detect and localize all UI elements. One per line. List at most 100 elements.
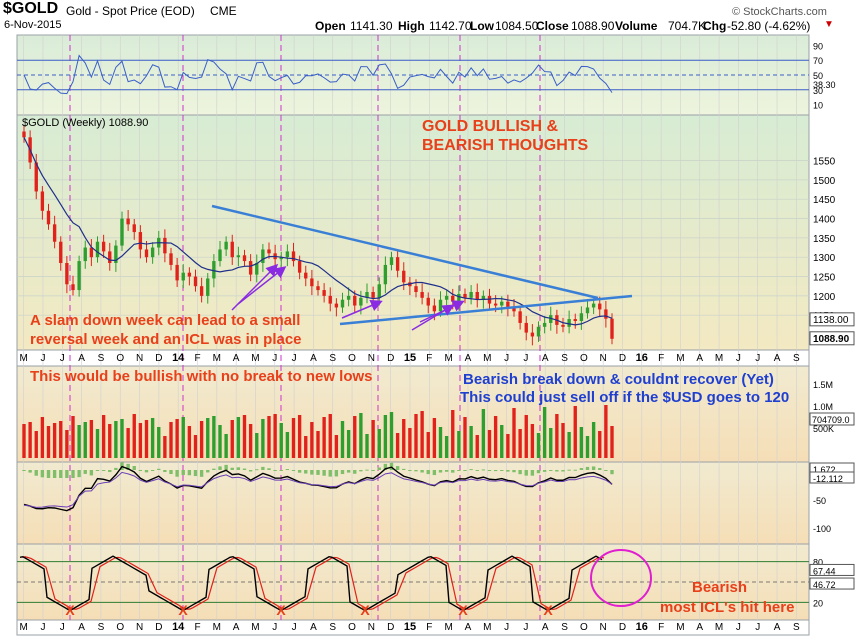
macd-histogram-bar (316, 470, 320, 475)
candle-body (108, 251, 112, 263)
volume-bar (432, 418, 437, 458)
candle-body (334, 303, 339, 308)
candle-body (524, 322, 528, 333)
macd-histogram-bar (549, 470, 553, 471)
macd-histogram-bar (34, 470, 38, 476)
macd-histogram-bar (28, 470, 32, 473)
volume-bar (206, 418, 210, 458)
candle-body (426, 297, 430, 306)
candle-body (598, 303, 602, 310)
x-tick-label: J (504, 622, 509, 633)
volume-bar (255, 433, 259, 458)
x-tick-label: M (213, 353, 221, 364)
lower-trendline (339, 294, 633, 326)
candle-body (83, 247, 87, 262)
candle-body (420, 292, 424, 298)
candle-body (438, 299, 443, 312)
macd-histogram-bar (193, 470, 198, 477)
x-tick-label: F (426, 353, 432, 364)
volume-bar (83, 422, 87, 458)
price-tick-label: 1350 (813, 234, 836, 245)
x-tick-label: O (580, 353, 588, 364)
macd-histogram-bar (518, 470, 522, 475)
x-tick-label: M (213, 622, 221, 633)
volume-tick-label: 1.5M (813, 380, 833, 390)
x-tick-label: M (19, 622, 27, 633)
volume-bar (598, 431, 602, 458)
volume-bar (95, 429, 100, 458)
macd-histogram-bar (212, 468, 216, 470)
candle-body (518, 311, 522, 323)
macd-histogram-bar (346, 470, 351, 473)
macd-histogram-bar (101, 470, 106, 471)
price-tick-label: 1550 (813, 157, 836, 168)
volume-bar (261, 419, 265, 458)
ohlc-low-label: Low (470, 19, 494, 33)
stoch-k-line (19, 555, 603, 612)
candle-body (22, 131, 26, 138)
volume-bar (285, 432, 290, 458)
ohlc-high-label: High (398, 19, 425, 33)
macd-histogram-bar (573, 469, 577, 471)
candle-body (414, 286, 418, 292)
candle-body (285, 251, 290, 258)
volume-bar (218, 425, 222, 458)
macd-histogram-bar (114, 467, 118, 470)
volume-bar (426, 432, 430, 458)
ohlc-low-value: 1084.50 (495, 19, 539, 33)
x-tick-label: F (426, 622, 432, 633)
x-tick-label: M (251, 622, 259, 633)
rsi-last-label: 38.30 (813, 80, 836, 90)
candle-body (126, 218, 130, 225)
volume-bar (469, 426, 473, 458)
stoch-tick-label: 80 (813, 558, 823, 568)
x-tick-label: M (483, 353, 491, 364)
volume-bar (138, 423, 143, 458)
candle-body (181, 272, 185, 281)
macd-histogram-bar (46, 470, 51, 478)
stoch-tag-box (809, 577, 855, 590)
rsi-tick-label: 50 (813, 71, 823, 81)
volume-bar (444, 436, 449, 458)
volume-bar (475, 435, 479, 458)
x-tick-label: A (542, 622, 549, 633)
stoch-tick-label: 20 (813, 598, 823, 608)
x-tick-label: A (465, 622, 472, 633)
rsi-tick-label: 90 (813, 41, 823, 51)
x-tick-label: F (658, 353, 664, 364)
ohlc-volume-value: 704.7K (668, 19, 707, 33)
volume-bar (40, 417, 45, 458)
candle-body (34, 162, 38, 192)
price-panel (16, 114, 810, 351)
candle-body (224, 241, 228, 250)
macd-histogram-bar (438, 470, 443, 473)
candle-body (389, 257, 394, 265)
price-tick-label: 1300 (813, 253, 836, 264)
volume-bar (114, 421, 118, 458)
candle-body (365, 292, 369, 298)
volume-bar (585, 436, 590, 458)
ohlc-chg-label: Chg (703, 19, 727, 33)
x-tick-label: M (715, 622, 723, 633)
x-tick-label: A (233, 353, 240, 364)
macd-histogram-bar (199, 470, 204, 477)
candle-body (206, 278, 210, 296)
x-tick-label: D (619, 622, 626, 633)
volume-bar (163, 436, 167, 458)
x-tick-label: M (483, 622, 491, 633)
arrow-5 (419, 300, 465, 323)
x-tick-label: A (774, 353, 781, 364)
macd-histogram-bar (457, 470, 461, 471)
x-tick-label: J (736, 622, 741, 633)
volume-bar (457, 431, 461, 458)
volume-bar (310, 422, 314, 458)
volume-bar (334, 435, 339, 458)
candle-body (322, 290, 326, 296)
volume-bar (71, 416, 75, 458)
volume-bar (463, 417, 467, 458)
volume-bar (59, 421, 63, 458)
symbol: $GOLD (3, 0, 59, 17)
volume-bar (371, 420, 375, 458)
volume-bars (22, 405, 614, 458)
